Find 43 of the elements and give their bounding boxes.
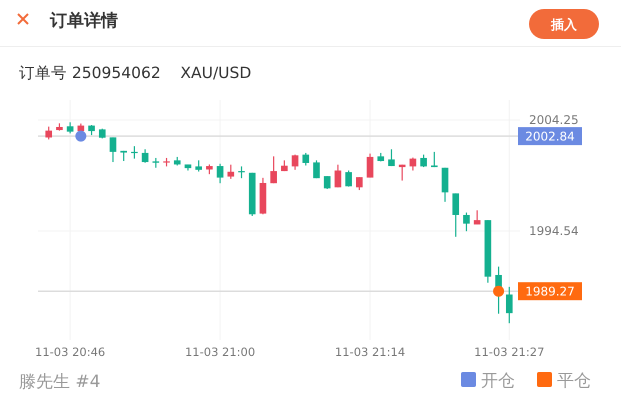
ref-line-label: 2002.84 [525, 130, 575, 144]
candlestick [313, 160, 320, 179]
candlestick [270, 156, 277, 184]
x-tick-label: 11-03 20:46 [35, 345, 106, 359]
ref-line-label: 1989.27 [525, 284, 575, 299]
x-tick-label: 11-03 21:27 [474, 345, 544, 359]
candlestick [142, 148, 148, 164]
candlestick [227, 164, 234, 180]
candlestick [66, 122, 74, 134]
x-tick-label: 11-03 21:00 [184, 345, 256, 359]
candlestick [430, 151, 438, 168]
candlestick [366, 153, 374, 178]
legend-label: 开仓 [481, 371, 515, 391]
candlestick [324, 176, 331, 190]
text: 滕先生 #4 [19, 372, 100, 392]
candlestick [292, 154, 298, 170]
candlestick [463, 212, 470, 232]
chart-subtitle: 订单号 250954062 XAU/USD [19, 64, 252, 82]
chart-title: 订单详情 [49, 11, 118, 31]
candlestick [98, 128, 106, 139]
candlestick [506, 286, 513, 324]
candlestick [356, 176, 363, 191]
candlestick [238, 166, 245, 179]
candlestick [334, 164, 342, 188]
text: 插入 [550, 17, 578, 33]
candlestick [206, 164, 213, 175]
x-tick-label: 11-03 21:14 [334, 345, 406, 359]
candlestick [88, 124, 95, 136]
candlestick [452, 192, 460, 238]
candlestick [45, 126, 52, 140]
candlestick [345, 170, 352, 188]
candlestick [195, 160, 202, 172]
legend-label: 平仓 [557, 371, 591, 391]
candlestick [474, 210, 480, 226]
candlestick [216, 163, 224, 184]
candlestick [110, 136, 116, 163]
candlestick [388, 148, 395, 167]
candlestick [410, 157, 416, 172]
y-tick-label: 2004.25 [529, 113, 579, 127]
y-tick-label: 1994.54 [529, 224, 579, 238]
candlestick [420, 154, 427, 168]
candlestick [398, 164, 406, 182]
candlestick [302, 152, 310, 166]
